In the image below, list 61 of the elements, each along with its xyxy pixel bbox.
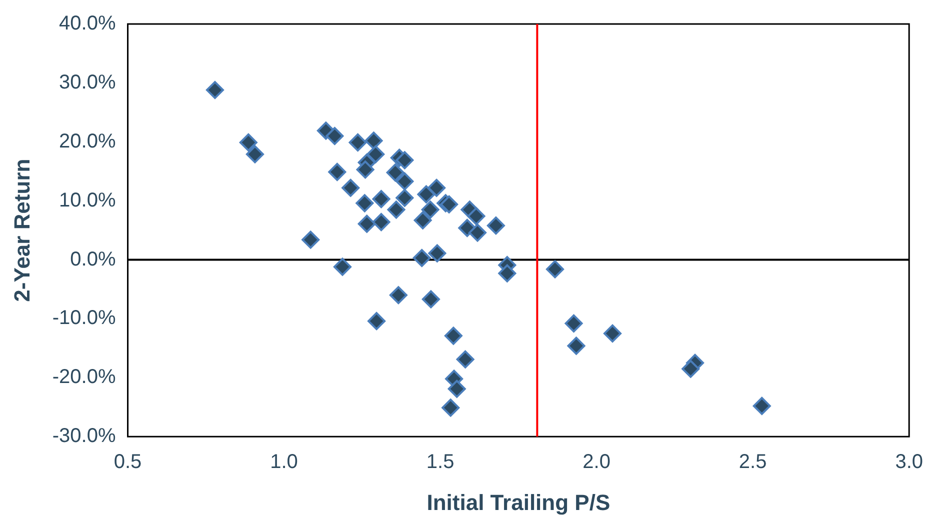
point (498, 264, 516, 282)
y-axis-title: 2-Year Return (9, 158, 34, 302)
point (328, 162, 346, 181)
x-axis-title: Initial Trailing P/S (426, 490, 610, 515)
point (467, 207, 486, 226)
x-tick-label: 1.5 (426, 451, 454, 474)
x-tick-label: 2.0 (582, 451, 610, 474)
point (428, 178, 446, 197)
point (428, 244, 446, 262)
point (364, 132, 383, 150)
point (486, 216, 505, 235)
point (752, 396, 771, 415)
x-tick-label: 0.5 (114, 451, 142, 474)
y-tick-label: -30.0% (52, 425, 116, 448)
y-tick-label: 30.0% (59, 71, 116, 94)
point (356, 160, 374, 179)
point (302, 230, 320, 249)
point (444, 326, 462, 345)
point (468, 224, 486, 242)
y-tick-label: -10.0% (52, 307, 116, 330)
point (456, 350, 474, 368)
x-tick-label: 2.5 (738, 451, 767, 474)
point (422, 290, 440, 308)
y-tick-label: -20.0% (52, 366, 116, 388)
point (412, 249, 431, 268)
point (417, 185, 436, 204)
point (342, 178, 360, 197)
point (442, 398, 460, 417)
point (333, 258, 352, 276)
point (372, 213, 390, 232)
point (564, 314, 583, 332)
y-tick-label: 0.0% (70, 248, 116, 270)
point (567, 336, 586, 355)
point (206, 81, 224, 100)
point (682, 360, 700, 378)
point (356, 194, 374, 212)
point (440, 195, 458, 214)
point (396, 151, 414, 170)
point (348, 133, 367, 152)
point (546, 260, 564, 278)
point (368, 312, 386, 330)
y-tick-label: 20.0% (59, 130, 116, 152)
y-tick-label: 10.0% (59, 189, 116, 212)
point (358, 214, 376, 233)
point (386, 164, 404, 182)
point (604, 324, 622, 342)
point (387, 200, 406, 219)
point (421, 200, 440, 219)
point (246, 145, 264, 164)
point (414, 211, 432, 230)
x-tick-label: 3.0 (895, 451, 924, 474)
point (396, 172, 414, 190)
point (396, 188, 414, 207)
point (366, 145, 385, 164)
point (239, 133, 258, 152)
point (389, 286, 408, 304)
point (326, 126, 344, 145)
x-tick-label: 1.0 (270, 451, 298, 474)
point (372, 190, 390, 208)
y-tick-label: 40.0% (59, 12, 116, 35)
point (448, 380, 466, 398)
